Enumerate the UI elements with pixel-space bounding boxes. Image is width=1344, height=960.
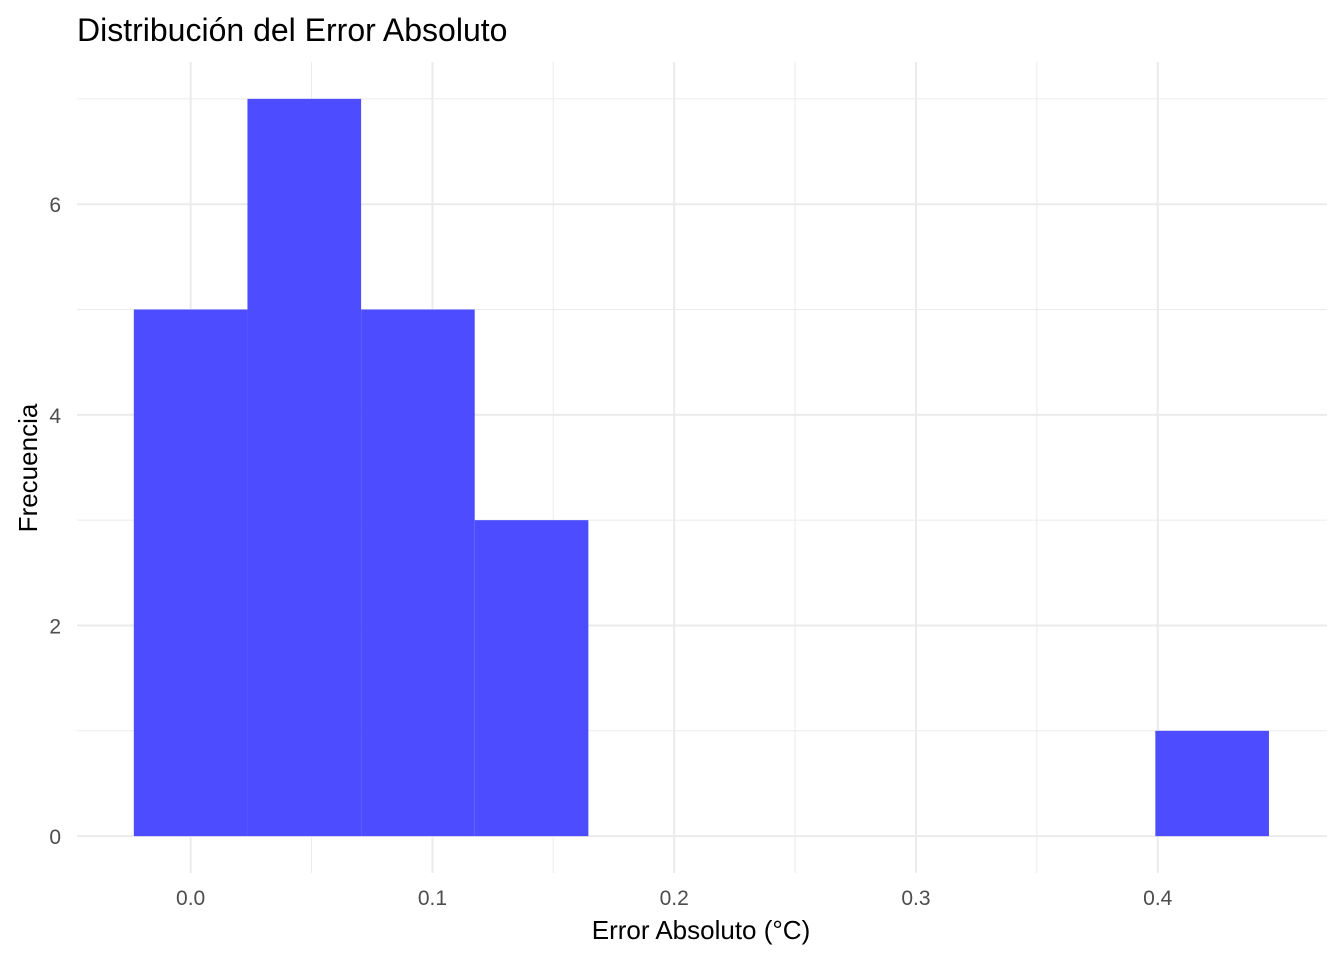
x-tick-label: 0.2	[660, 887, 689, 910]
y-tick-label: 0	[49, 826, 61, 849]
y-axis-tick-labels: 0 2 4 6	[49, 194, 61, 849]
y-tick-label: 2	[49, 615, 61, 638]
histogram-bar	[247, 98, 362, 837]
x-tick-label: 0.0	[176, 887, 205, 910]
histogram-bars	[133, 98, 1269, 837]
x-axis-title: Error Absoluto (°C)	[592, 915, 810, 945]
x-axis-tick-labels: 0.0 0.1 0.2 0.3 0.4	[176, 887, 1173, 910]
y-tick-label: 6	[49, 194, 61, 217]
histogram-bar	[1155, 730, 1269, 837]
y-tick-label: 4	[49, 405, 61, 428]
y-axis-title: Frecuencia	[13, 403, 43, 532]
histogram-bar	[361, 309, 475, 837]
x-tick-label: 0.3	[901, 887, 930, 910]
histogram-bar	[133, 309, 248, 837]
chart-title: Distribución del Error Absoluto	[77, 12, 507, 48]
histogram-bar	[474, 520, 589, 837]
x-tick-label: 0.1	[418, 887, 447, 910]
x-tick-label: 0.4	[1143, 887, 1173, 910]
